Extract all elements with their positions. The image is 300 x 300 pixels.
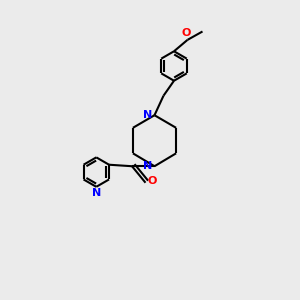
Text: N: N [92,188,101,198]
Text: N: N [143,161,152,171]
Text: N: N [143,110,152,120]
Text: O: O [181,28,191,38]
Text: O: O [147,176,157,186]
